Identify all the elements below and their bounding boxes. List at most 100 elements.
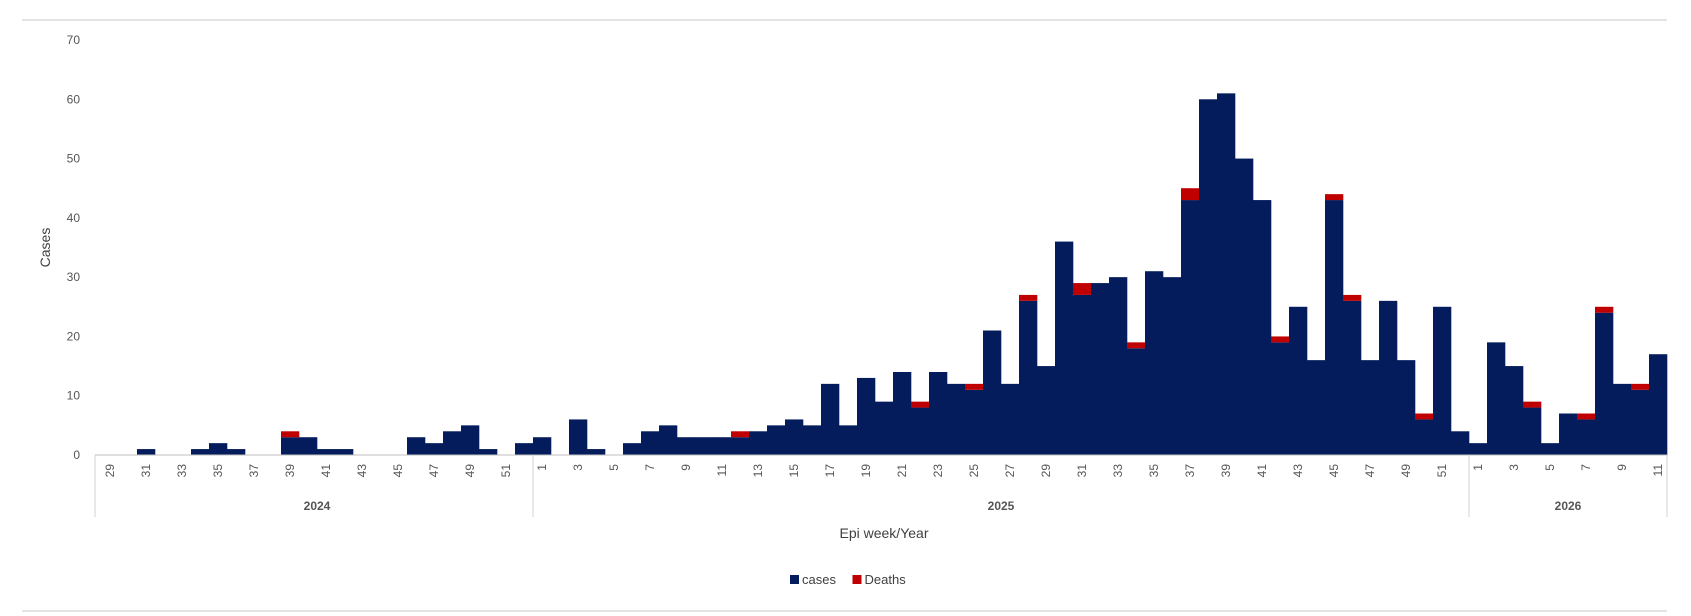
bar-cases (1091, 283, 1110, 455)
legend-label-deaths: Deaths (865, 572, 907, 587)
x-tick-label: 35 (211, 464, 225, 478)
bar-cases (1145, 271, 1164, 455)
year-label: 2026 (1555, 499, 1582, 513)
bar-cases (281, 437, 300, 455)
year-label: 2024 (304, 499, 331, 513)
y-tick-label: 10 (67, 389, 81, 403)
x-tick-label: 39 (1219, 464, 1233, 478)
bar-cases (1415, 419, 1434, 455)
bar-cases (1649, 354, 1668, 455)
bar-cases (137, 449, 156, 455)
bar-deaths (1271, 336, 1290, 343)
x-tick-label: 23 (931, 464, 945, 478)
bar-deaths (1325, 194, 1344, 201)
bar-cases (767, 425, 786, 455)
bar-cases (1055, 241, 1074, 455)
bar-cases (1379, 300, 1398, 455)
bar-cases (713, 437, 732, 455)
bar-cases (1163, 277, 1182, 455)
bar-cases (659, 425, 678, 455)
bar-cases (641, 431, 660, 455)
bar-deaths (281, 431, 300, 438)
x-tick-label: 15 (787, 464, 801, 478)
bar-cases (461, 425, 480, 455)
bar-deaths (1127, 342, 1146, 349)
x-tick-label: 35 (1147, 464, 1161, 478)
bar-cases (1631, 389, 1650, 455)
bar-cases (1073, 294, 1092, 455)
x-tick-label: 39 (283, 464, 297, 478)
bar-deaths (1415, 413, 1434, 420)
bar-cases (1451, 431, 1470, 455)
bar-cases (731, 437, 750, 455)
bar-cases (695, 437, 714, 455)
bar-cases (1127, 348, 1146, 455)
x-tick-label: 5 (607, 464, 621, 471)
bar-deaths (1595, 306, 1614, 313)
bar-cases (1613, 383, 1632, 455)
x-tick-label: 21 (895, 464, 909, 478)
x-axis-title: Epi week/Year (840, 525, 929, 541)
y-tick-label: 30 (67, 270, 81, 284)
bar-deaths (1577, 413, 1596, 420)
bar-cases (1487, 342, 1506, 455)
y-axis-title: Cases (37, 228, 53, 268)
y-tick-label: 60 (67, 92, 81, 106)
x-tick-label: 3 (571, 464, 585, 471)
legend-label-cases: cases (802, 572, 836, 587)
x-tick-label: 27 (1003, 464, 1017, 478)
x-tick-label: 41 (1255, 464, 1269, 478)
x-tick-label: 9 (679, 464, 693, 471)
y-tick-label: 0 (73, 448, 80, 462)
bar-cases (857, 377, 876, 455)
bar-cases (1289, 306, 1308, 455)
bar-deaths (731, 431, 750, 438)
bar-cases (911, 407, 930, 455)
bar-deaths (965, 383, 984, 390)
x-tick-label: 45 (391, 464, 405, 478)
x-tick-label: 5 (1543, 464, 1557, 471)
x-tick-label: 13 (751, 464, 765, 478)
x-tick-label: 7 (1579, 464, 1593, 471)
x-tick-label: 47 (1363, 464, 1377, 478)
x-tick-label: 33 (1111, 464, 1125, 478)
y-tick-label: 40 (67, 211, 81, 225)
bar-cases (1235, 158, 1254, 455)
x-tick-label: 1 (1471, 464, 1485, 471)
bar-cases (803, 425, 822, 455)
bar-deaths (1523, 401, 1542, 408)
bar-deaths (1073, 283, 1092, 295)
bar-cases (299, 437, 318, 455)
bar-cases (1109, 277, 1128, 455)
x-tick-label: 11 (715, 464, 729, 477)
bar-deaths (911, 401, 930, 408)
bar-cases (443, 431, 462, 455)
bar-cases (407, 437, 426, 455)
year-label: 2025 (988, 499, 1015, 513)
bar-cases (1253, 200, 1272, 455)
bar-cases (317, 449, 336, 455)
bar-cases (209, 443, 228, 455)
bar-cases (1001, 383, 1020, 455)
bar-cases (983, 330, 1002, 455)
bar-cases (1361, 360, 1380, 455)
x-tick-label: 45 (1327, 464, 1341, 478)
bar-cases (1397, 360, 1416, 455)
bar-cases (1433, 306, 1452, 455)
bar-cases (1523, 407, 1542, 455)
x-tick-label: 51 (499, 464, 513, 478)
bar-cases (1343, 300, 1362, 455)
x-tick-label: 3 (1507, 464, 1521, 471)
bar-cases (227, 449, 246, 455)
legend-swatch-deaths (852, 575, 862, 584)
bar-cases (947, 383, 966, 455)
bar-cases (479, 449, 498, 455)
x-tick-label: 51 (1435, 464, 1449, 478)
bar-cases (1505, 366, 1524, 455)
x-tick-label: 43 (1291, 464, 1305, 478)
x-tick-label: 9 (1615, 464, 1629, 471)
bar-cases (965, 389, 984, 455)
bar-cases (1217, 93, 1236, 456)
bar-cases (533, 437, 552, 455)
